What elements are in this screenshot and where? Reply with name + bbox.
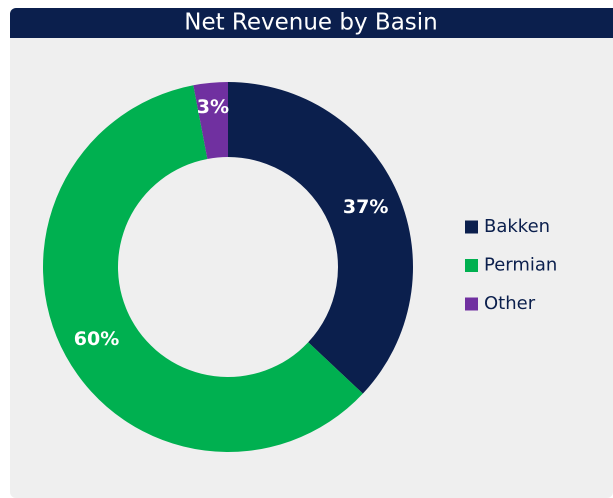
- donut-slice: [43, 85, 363, 452]
- legend-label: Other: [484, 293, 536, 314]
- donut-slice: [228, 82, 413, 394]
- chart-title: Net Revenue by Basin: [184, 10, 438, 36]
- legend-swatch: [465, 220, 478, 234]
- legend-label: Permian: [484, 255, 557, 276]
- data-label: 3%: [197, 96, 229, 118]
- legend-swatch: [465, 259, 478, 272]
- legend-label: Bakken: [484, 216, 550, 237]
- title-bar: [10, 8, 613, 38]
- donut-slice: [193, 82, 228, 159]
- data-label: 60%: [74, 328, 119, 350]
- legend-swatch: [465, 297, 478, 311]
- data-label: 37%: [343, 196, 388, 218]
